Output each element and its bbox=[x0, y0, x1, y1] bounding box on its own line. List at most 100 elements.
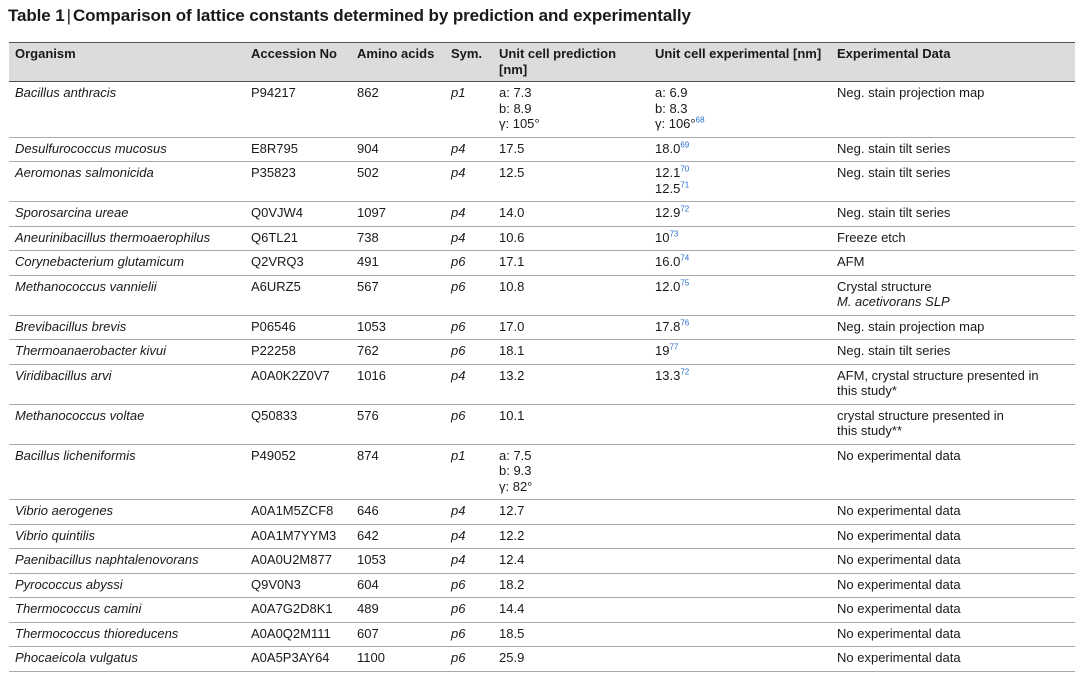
amino-acids-cell: 491 bbox=[351, 250, 445, 276]
experimental-value: b: 8.3 bbox=[655, 100, 688, 116]
prediction-value: 18.5 bbox=[499, 625, 525, 641]
symmetry-cell: p6 bbox=[445, 339, 493, 365]
table-row: Viridibacillus arvi A0A0K2Z0V7 1016 p4 13.2 1… bbox=[9, 364, 1075, 405]
prediction-value: 12.5 bbox=[499, 165, 525, 180]
experimental-cell bbox=[649, 444, 831, 500]
prediction-value: 13.2 bbox=[499, 367, 525, 383]
experimental-data-cell: AFM, crystal structure presented in this … bbox=[831, 364, 1075, 405]
organism-cell: Paenibacillus naphtalenovorans bbox=[9, 548, 245, 574]
reference-link[interactable]: 76 bbox=[680, 318, 690, 328]
prediction-value: 12.4 bbox=[499, 552, 525, 567]
experimental-value: 12.0 bbox=[655, 278, 681, 294]
reference-link[interactable]: 68 bbox=[695, 115, 705, 125]
prediction-value: 12.7 bbox=[499, 503, 525, 518]
experimental-cell: 13.372 bbox=[649, 364, 831, 405]
prediction-value: 17.5 bbox=[499, 140, 525, 156]
experimental-value-line: 1977 bbox=[655, 343, 825, 359]
reference-link[interactable]: 74 bbox=[680, 253, 690, 263]
table-row: Thermococcus camini A0A7G2D8K1 489 p6 14.4 No… bbox=[9, 597, 1075, 623]
reference-link[interactable]: 72 bbox=[680, 367, 690, 377]
amino-acids-cell: 862 bbox=[351, 81, 445, 138]
table-row: Vibrio quintilis A0A1M7YYM3 642 p4 12.2 No ex… bbox=[9, 524, 1075, 549]
accession-cell: P94217 bbox=[245, 81, 351, 138]
header-row: Organism Accession No Amino acids Sym. U… bbox=[9, 42, 1075, 82]
experimental-data-cell: Neg. stain projection map bbox=[831, 81, 1075, 138]
prediction-value: a: 7.3 bbox=[499, 85, 532, 100]
accession-cell: E8R795 bbox=[245, 137, 351, 162]
reference-link[interactable]: 70 bbox=[680, 164, 690, 174]
experimental-value-line: 12.075 bbox=[655, 279, 825, 295]
reference-link[interactable]: 69 bbox=[680, 140, 690, 150]
prediction-cell: 18.1 bbox=[493, 339, 649, 365]
table-title: Comparison of lattice constants determin… bbox=[72, 6, 691, 25]
table-row: Brevibacillus brevis P06546 1053 p6 17.0 17.8… bbox=[9, 315, 1075, 340]
experimental-cell bbox=[649, 622, 831, 647]
prediction-value: 10.1 bbox=[499, 407, 525, 423]
prediction-cell: 17.1 bbox=[493, 250, 649, 276]
experimental-value-line: a: 6.9 bbox=[655, 85, 825, 101]
experimental-value: 18.0 bbox=[655, 140, 681, 156]
amino-acids-cell: 646 bbox=[351, 499, 445, 525]
experimental-data-cell: No experimental data bbox=[831, 548, 1075, 574]
prediction-value: γ: 82° bbox=[499, 478, 533, 494]
experimental-value-line: 12.972 bbox=[655, 205, 825, 221]
experimental-value: 13.3 bbox=[655, 367, 681, 383]
reference-link[interactable]: 73 bbox=[669, 229, 679, 239]
accession-cell: P22258 bbox=[245, 339, 351, 365]
prediction-cell: 10.1 bbox=[493, 404, 649, 445]
organism-cell: Thermococcus camini bbox=[9, 597, 245, 623]
prediction-value: 14.0 bbox=[499, 205, 525, 220]
amino-acids-cell: 607 bbox=[351, 622, 445, 647]
prediction-cell: 14.0 bbox=[493, 201, 649, 227]
experimental-value-line: 17.876 bbox=[655, 319, 825, 335]
prediction-value: b: 9.3 bbox=[499, 463, 532, 478]
prediction-cell: 17.5 bbox=[493, 137, 649, 162]
reference-link[interactable]: 72 bbox=[680, 204, 690, 214]
symmetry-cell: p6 bbox=[445, 404, 493, 445]
header-prediction: Unit cell prediction [nm] bbox=[493, 42, 649, 82]
experimental-value: 19 bbox=[655, 343, 670, 358]
amino-acids-cell: 576 bbox=[351, 404, 445, 445]
experimental-data-text: M. acetivorans SLP bbox=[837, 294, 950, 309]
experimental-data-cell: Neg. stain tilt series bbox=[831, 339, 1075, 365]
prediction-value: a: 7.5 bbox=[499, 447, 532, 463]
symmetry-cell: p4 bbox=[445, 548, 493, 574]
amino-acids-cell: 604 bbox=[351, 573, 445, 598]
experimental-data-text: No experimental data bbox=[837, 447, 961, 463]
amino-acids-cell: 904 bbox=[351, 137, 445, 162]
organism-cell: Vibrio quintilis bbox=[9, 524, 245, 549]
reference-link[interactable]: 75 bbox=[680, 278, 690, 288]
header-symmetry: Sym. bbox=[445, 42, 493, 82]
amino-acids-cell: 1097 bbox=[351, 201, 445, 227]
table-row: Aeromonas salmonicida P35823 502 p4 12.5 12.1… bbox=[9, 161, 1075, 202]
caption-separator: | bbox=[66, 6, 71, 25]
accession-cell: Q2VRQ3 bbox=[245, 250, 351, 276]
experimental-value-line: 12.571 bbox=[655, 181, 825, 197]
table-row: Methanococcus vannielii A6URZ5 567 p6 10.8 12… bbox=[9, 275, 1075, 316]
amino-acids-cell: 642 bbox=[351, 524, 445, 549]
organism-cell: Aeromonas salmonicida bbox=[9, 161, 245, 202]
organism-cell: Corynebacterium glutamicum bbox=[9, 250, 245, 276]
symmetry-cell: p6 bbox=[445, 646, 493, 672]
experimental-data-cell: Neg. stain tilt series bbox=[831, 201, 1075, 227]
experimental-cell: 16.074 bbox=[649, 250, 831, 276]
symmetry-cell: p6 bbox=[445, 573, 493, 598]
prediction-cell: 12.7 bbox=[493, 499, 649, 525]
symmetry-cell: p4 bbox=[445, 226, 493, 251]
prediction-value: 12.2 bbox=[499, 527, 525, 543]
table-row: Phocaeicola vulgatus A0A5P3AY64 1100 p6 25.9… bbox=[9, 646, 1075, 672]
experimental-data-text: this study** bbox=[837, 423, 903, 438]
organism-cell: Vibrio aerogenes bbox=[9, 499, 245, 525]
header-experimental: Unit cell experimental [nm] bbox=[649, 42, 831, 82]
prediction-cell: 12.4 bbox=[493, 548, 649, 574]
prediction-cell: 12.5 bbox=[493, 161, 649, 202]
experimental-value-line: γ: 106°68 bbox=[655, 116, 825, 132]
reference-link[interactable]: 77 bbox=[669, 342, 679, 352]
symmetry-cell: p4 bbox=[445, 161, 493, 202]
accession-cell: P06546 bbox=[245, 315, 351, 340]
experimental-data-text: Neg. stain projection map bbox=[837, 85, 985, 100]
organism-cell: Viridibacillus arvi bbox=[9, 364, 245, 405]
accession-cell: A0A0K2Z0V7 bbox=[245, 364, 351, 405]
reference-link[interactable]: 71 bbox=[680, 180, 690, 190]
organism-cell: Brevibacillus brevis bbox=[9, 315, 245, 340]
